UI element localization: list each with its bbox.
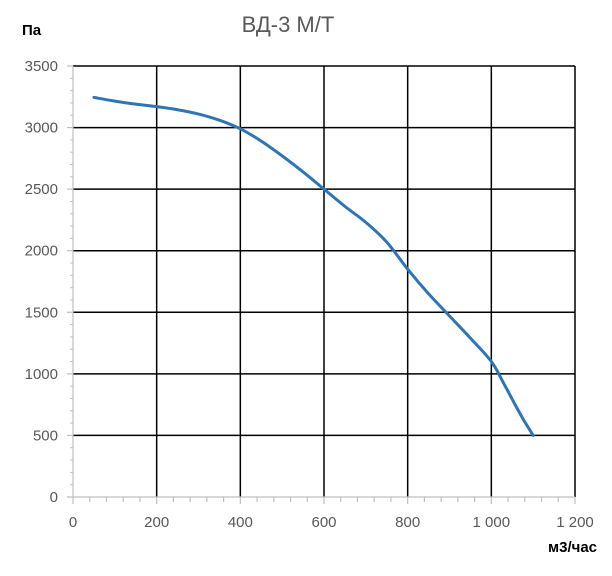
- y-tick-label-3: 1500: [25, 304, 58, 321]
- series-line-0: [92, 95, 535, 437]
- y-axis-title: Па: [22, 22, 42, 39]
- y-tick-label-6: 3000: [25, 120, 58, 137]
- x-tick-label-2: 400: [228, 514, 253, 531]
- x-tick-label-5: 1 000: [473, 514, 511, 531]
- axis-layer: [67, 65, 576, 504]
- y-tick-label-0: 0: [50, 489, 58, 506]
- chart-title: ВД-3 М/Т: [242, 12, 335, 37]
- y-tick-label-7: 3500: [25, 58, 58, 75]
- x-tick-label-3: 600: [311, 514, 336, 531]
- x-tick-label-1: 200: [144, 514, 169, 531]
- label-layer: 0 500 1000 1500 2000 2500 3000 3500 0 200 400 600 80…: [25, 58, 594, 531]
- x-axis-title: м3/час: [548, 539, 597, 556]
- y-tick-label-2: 1000: [25, 366, 58, 383]
- y-tick-label-1: 500: [33, 427, 58, 444]
- x-tick-label-4: 800: [395, 514, 420, 531]
- x-tick-label-0: 0: [69, 514, 77, 531]
- y-tick-label-4: 2000: [25, 243, 58, 260]
- y-tick-label-5: 2500: [25, 181, 58, 198]
- x-tick-label-6: 1 200: [556, 514, 594, 531]
- series-layer: [92, 95, 535, 437]
